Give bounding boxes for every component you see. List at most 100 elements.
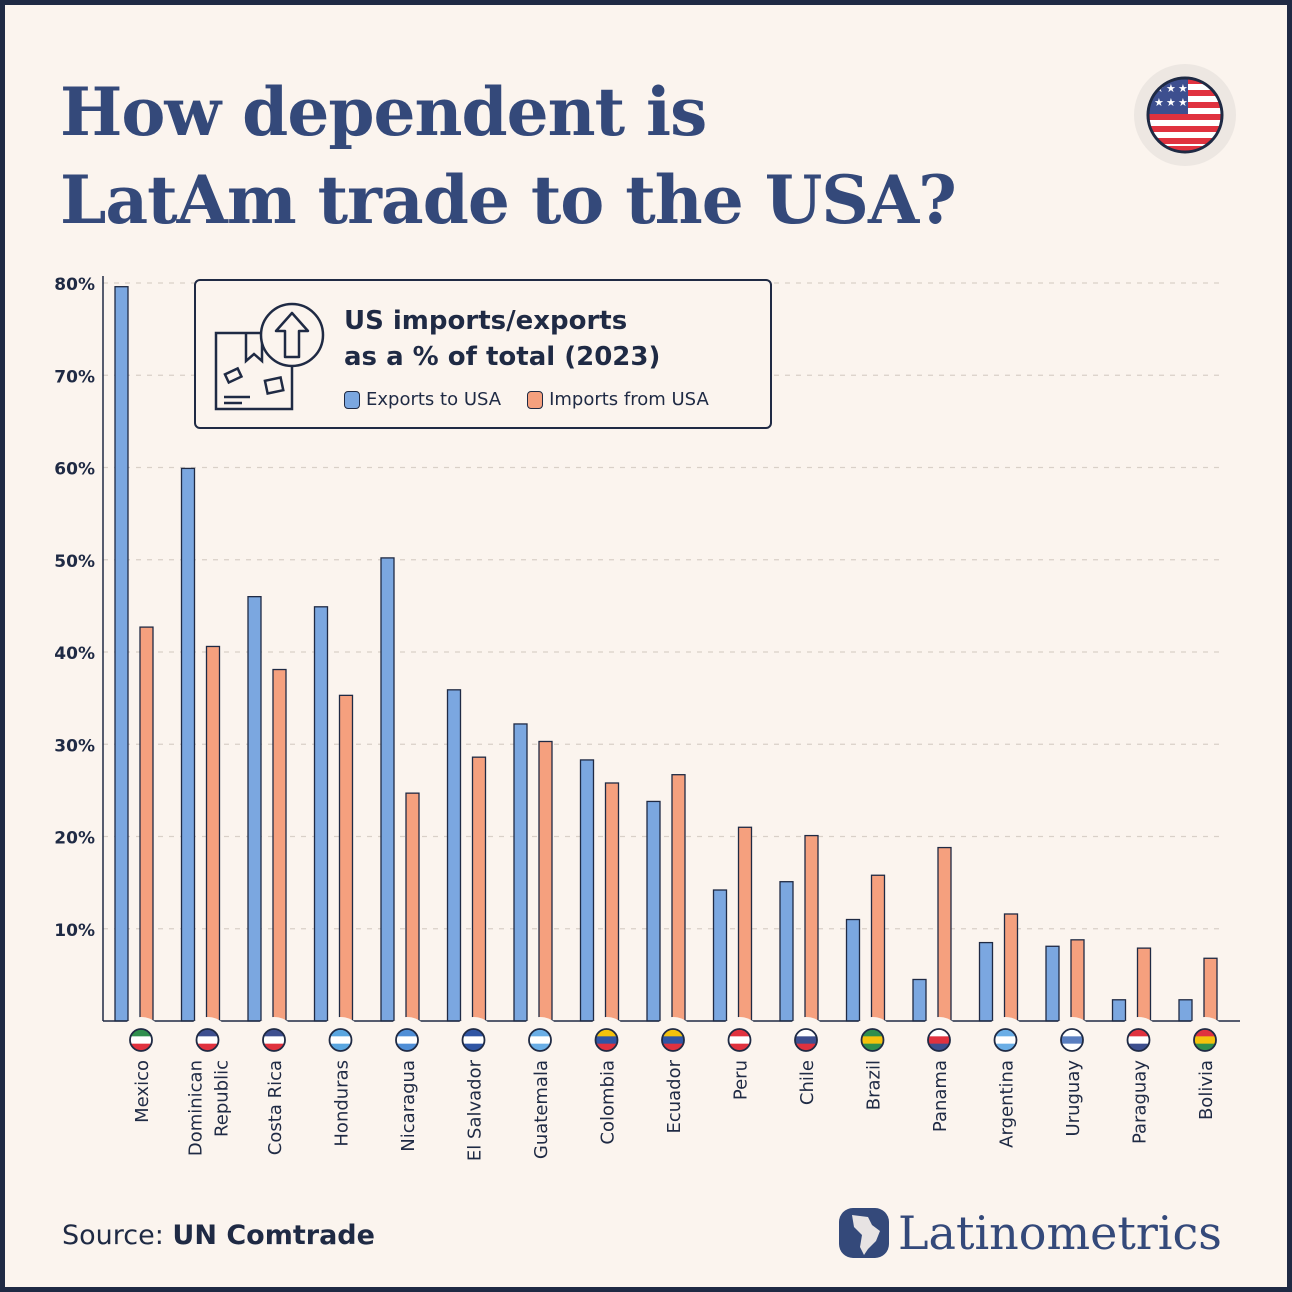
y-tick-label: 30% xyxy=(54,736,95,756)
imports-bar xyxy=(205,645,221,1022)
imports-bar xyxy=(671,774,686,1022)
flag-stripe xyxy=(861,1036,884,1045)
flag-mask xyxy=(916,1017,962,1063)
country-flag-icon xyxy=(1193,1028,1217,1052)
flag-mask xyxy=(716,1017,763,1063)
flag-stripe xyxy=(728,1036,751,1045)
flag-stripe xyxy=(1128,1029,1150,1037)
country-flag-icon xyxy=(461,1028,486,1052)
flag-stripe xyxy=(795,1029,817,1037)
flag-stripe xyxy=(662,1036,684,1045)
country-flag-icon xyxy=(594,1028,619,1052)
svg-text:★: ★ xyxy=(1166,96,1176,109)
svg-text:★: ★ xyxy=(1178,82,1188,95)
x-tick-label: Colombia xyxy=(598,1060,619,1145)
exports-bar xyxy=(313,606,329,1022)
y-tick-label: 20% xyxy=(54,829,95,849)
imports-bar xyxy=(870,874,886,1022)
exports-bar xyxy=(978,941,994,1022)
flag-stripe xyxy=(662,1029,684,1037)
legend-imports-label: Imports from USA xyxy=(549,389,709,410)
svg-text:★: ★ xyxy=(1154,96,1164,109)
exports-bar xyxy=(446,689,462,1022)
country-flag-icon xyxy=(395,1028,419,1052)
flag-mask xyxy=(450,1017,497,1063)
exports-bar xyxy=(380,557,395,1022)
flag-stripe xyxy=(862,1029,884,1037)
legend-item-imports: Imports from USA xyxy=(527,389,709,410)
us-flag-icon: ★ ★ ★ ★ ★ ★ xyxy=(1134,64,1236,166)
flag-stripe xyxy=(329,1043,352,1051)
country-flag-icon xyxy=(860,1028,885,1052)
flag-stripe xyxy=(795,1036,817,1045)
x-tick-label: Guatemala xyxy=(531,1060,552,1159)
flag-mask xyxy=(583,1017,630,1063)
flag-stripe xyxy=(463,1029,485,1037)
flag-stripe xyxy=(130,1029,152,1037)
flag-stripe xyxy=(596,1029,618,1037)
flag-stripe xyxy=(995,1029,1017,1037)
imports-bar xyxy=(804,834,819,1022)
legend-title: US imports/exports as a % of total (2023… xyxy=(344,303,660,375)
flag-stripe xyxy=(263,1036,285,1045)
imports-swatch xyxy=(527,390,544,409)
flag-stripe xyxy=(928,1036,950,1045)
y-tick-label: 40% xyxy=(54,644,95,664)
country-flag-icon xyxy=(195,1028,220,1052)
x-tick-label: Honduras xyxy=(332,1060,353,1147)
exports-bar xyxy=(114,286,129,1022)
country-flag-icon xyxy=(1126,1028,1151,1052)
country-flag-icon xyxy=(1060,1028,1084,1052)
country-flag-icon xyxy=(661,1028,685,1052)
flag-mask xyxy=(982,1017,1029,1063)
source-note: Source: UN Comtrade xyxy=(62,1220,375,1251)
flag-stripe xyxy=(529,1036,551,1045)
country-flag-icon xyxy=(129,1028,153,1052)
x-tick-label: Republic xyxy=(212,1060,233,1137)
imports-bar xyxy=(538,740,553,1022)
flag-stripe xyxy=(595,1043,618,1051)
exports-bar xyxy=(912,978,927,1022)
country-flag-icon xyxy=(727,1028,752,1052)
svg-text:★: ★ xyxy=(1178,96,1188,109)
flag-stripe xyxy=(728,1043,751,1051)
flag-stripe xyxy=(197,1029,219,1037)
svg-text:★: ★ xyxy=(1166,82,1176,95)
brand-name: Latinometrics xyxy=(898,1206,1222,1260)
flag-stripe xyxy=(795,1043,817,1051)
flag-stripe xyxy=(662,1043,684,1051)
flag-stripe xyxy=(130,1043,152,1051)
flag-stripe xyxy=(994,1043,1017,1051)
x-tick-label: Paraguay xyxy=(1130,1060,1151,1144)
flag-stripe xyxy=(1127,1043,1150,1051)
flag-stripe xyxy=(396,1043,418,1051)
brand-logo: Latinometrics xyxy=(838,1206,1222,1260)
flag-stripe xyxy=(329,1036,352,1045)
flag-mask xyxy=(650,1017,696,1063)
imports-bar xyxy=(1136,947,1152,1022)
exports-bar xyxy=(712,889,728,1022)
legend-item-exports: Exports to USA xyxy=(344,389,501,410)
flag-stripe xyxy=(1194,1043,1216,1051)
flag-stripe xyxy=(396,1036,418,1045)
package-export-icon xyxy=(214,302,325,411)
x-tick-label: Panama xyxy=(930,1060,951,1132)
flag-stripe xyxy=(1127,1036,1150,1045)
flag-mask xyxy=(1049,1017,1095,1063)
country-flag-icon xyxy=(794,1028,818,1052)
imports-bar xyxy=(1203,957,1218,1022)
x-tick-label: Chile xyxy=(797,1060,818,1105)
flag-stripe xyxy=(529,1029,551,1037)
exports-swatch xyxy=(344,390,360,409)
imports-bar xyxy=(272,668,287,1022)
flag-stripe xyxy=(1061,1043,1083,1051)
flag-stripe xyxy=(330,1029,352,1037)
x-tick-label: Brazil xyxy=(864,1060,885,1110)
x-tick-label: Argentina xyxy=(997,1060,1018,1148)
flag-mask xyxy=(184,1017,231,1063)
imports-bar xyxy=(139,626,154,1022)
flag-mask xyxy=(118,1017,164,1063)
exports-bar xyxy=(180,467,196,1022)
y-tick-label: 50% xyxy=(54,552,95,572)
